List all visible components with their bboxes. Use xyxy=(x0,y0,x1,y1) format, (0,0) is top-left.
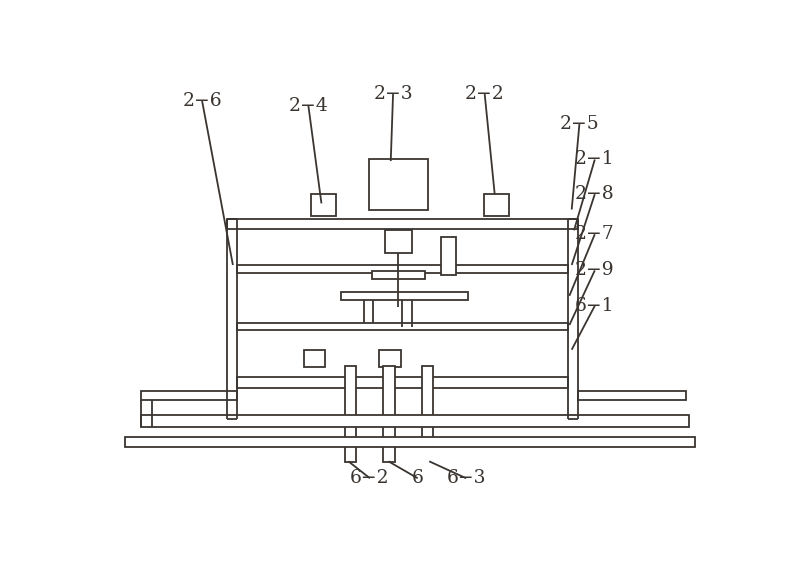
Bar xyxy=(237,265,568,273)
Text: 2−2: 2−2 xyxy=(465,85,505,103)
Bar xyxy=(226,219,578,229)
Bar xyxy=(441,236,456,275)
Bar xyxy=(371,271,426,279)
Text: 2−9: 2−9 xyxy=(575,261,614,279)
Bar xyxy=(141,391,237,400)
Bar xyxy=(383,366,394,462)
Bar xyxy=(578,391,686,400)
Bar xyxy=(345,366,356,462)
Bar xyxy=(237,323,568,331)
Text: 6: 6 xyxy=(412,469,424,487)
Text: 2−3: 2−3 xyxy=(374,85,413,103)
Text: 2−5: 2−5 xyxy=(559,115,599,133)
Text: 2−6: 2−6 xyxy=(182,92,222,110)
Bar xyxy=(341,292,468,300)
Bar xyxy=(369,160,428,209)
Text: 6−3: 6−3 xyxy=(446,469,486,487)
Bar xyxy=(484,194,509,216)
Bar xyxy=(237,376,568,388)
Bar xyxy=(422,366,433,443)
Bar xyxy=(385,231,412,253)
Text: 2−7: 2−7 xyxy=(575,225,614,243)
Text: 6−1: 6−1 xyxy=(575,297,614,315)
Text: 2−8: 2−8 xyxy=(575,185,614,203)
Bar xyxy=(379,349,401,367)
Bar xyxy=(125,436,695,447)
Bar xyxy=(311,194,336,216)
Text: 2−4: 2−4 xyxy=(289,97,328,114)
Text: 2−1: 2−1 xyxy=(575,150,614,169)
Text: 6−2: 6−2 xyxy=(350,469,390,487)
Bar xyxy=(304,349,326,367)
Bar xyxy=(141,415,689,427)
